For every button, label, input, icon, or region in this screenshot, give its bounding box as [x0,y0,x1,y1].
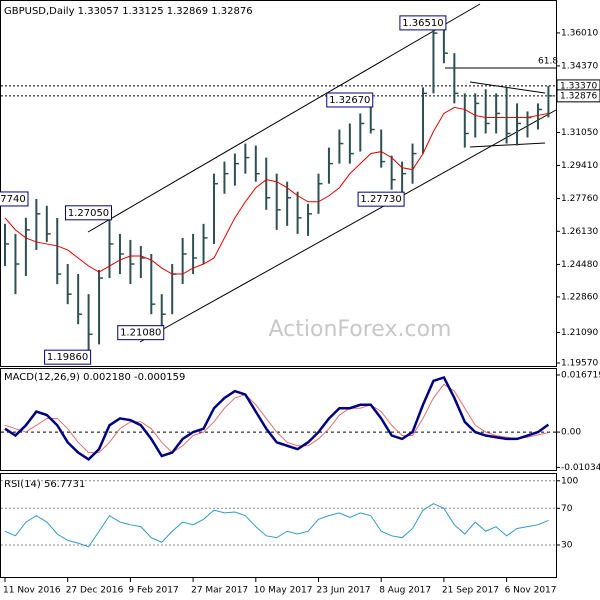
moving-average [4,106,549,275]
reference-label: 1.33370 [560,81,597,91]
y-tick-label: 1.31050 [561,128,598,138]
x-tick-label: 11 Nov 2016 [3,586,61,596]
channel-lower [139,109,557,343]
reference-box [556,89,600,103]
y-tick-label: 1.29410 [561,161,598,171]
rsi-title: RSI(14) 56.7731 [4,479,85,490]
rsi-line [4,503,549,548]
x-tick-label: 10 May 2017 [254,586,313,596]
y-tick-label: 1.22860 [561,292,598,302]
annotation-label: 1.27050 [68,208,109,219]
x-tick-label: 6 Nov 2017 [505,586,557,596]
macd-line [4,375,550,462]
y-tick-label: 70 [561,504,573,514]
y-tick-label: 1.27760 [561,194,598,204]
annotation-label: 1.27730 [360,194,401,205]
y-tick-label: -0.010346 [561,463,600,473]
triangle-lower [469,142,546,148]
y-tick-label: 1.24480 [561,260,598,270]
annotation-box [399,15,447,31]
y-tick-label: 0.00 [561,428,581,438]
annotation-label: 1.27740 [0,194,26,205]
reference-label: 1.32876 [560,91,597,101]
channel-upper [87,3,481,233]
macd-panel [0,368,557,471]
annotation-label: 1.21080 [120,328,161,339]
annotation-box [44,349,92,365]
annotation-box [65,205,112,221]
y-tick-label: 0.016719 [561,371,600,381]
annotation-label: 1.36510 [402,18,443,29]
x-tick-label: 9 Feb 2017 [128,586,178,596]
y-tick-label: 1.19570 [561,358,598,368]
price-panel [0,0,557,367]
fib-label: 61.8 [538,57,558,67]
chart-title: GBPUSD,Daily 1.33057 1.33125 1.32869 1.3… [4,6,253,17]
rsi-panel [0,473,557,578]
annotation-box [117,325,165,341]
y-tick-label: 1.34370 [561,61,598,71]
y-tick-label: 30 [561,540,573,550]
y-tick-label: 1.36010 [561,28,598,38]
watermark: ActionForex.com [269,317,452,342]
annotation-box [357,191,405,207]
annotation-label: 1.32670 [329,95,370,106]
x-tick-label: 8 Aug 2017 [379,586,431,596]
x-tick-label: 27 Dec 2016 [66,586,124,596]
annotation-box [326,92,374,108]
x-tick-label: 21 Sep 2017 [442,586,499,596]
annotation-box [0,191,29,207]
macd-title: MACD(12,26,9) 0.002180 -0.000159 [4,372,185,383]
annotation-label: 1.19860 [47,352,88,363]
x-tick-label: 27 Mar 2017 [191,586,248,596]
y-tick-label: 1.26130 [561,227,598,237]
x-tick-label: 23 Jun 2017 [317,586,371,596]
y-tick-label: 100 [561,476,578,486]
y-tick-label: 1.21090 [561,328,598,338]
